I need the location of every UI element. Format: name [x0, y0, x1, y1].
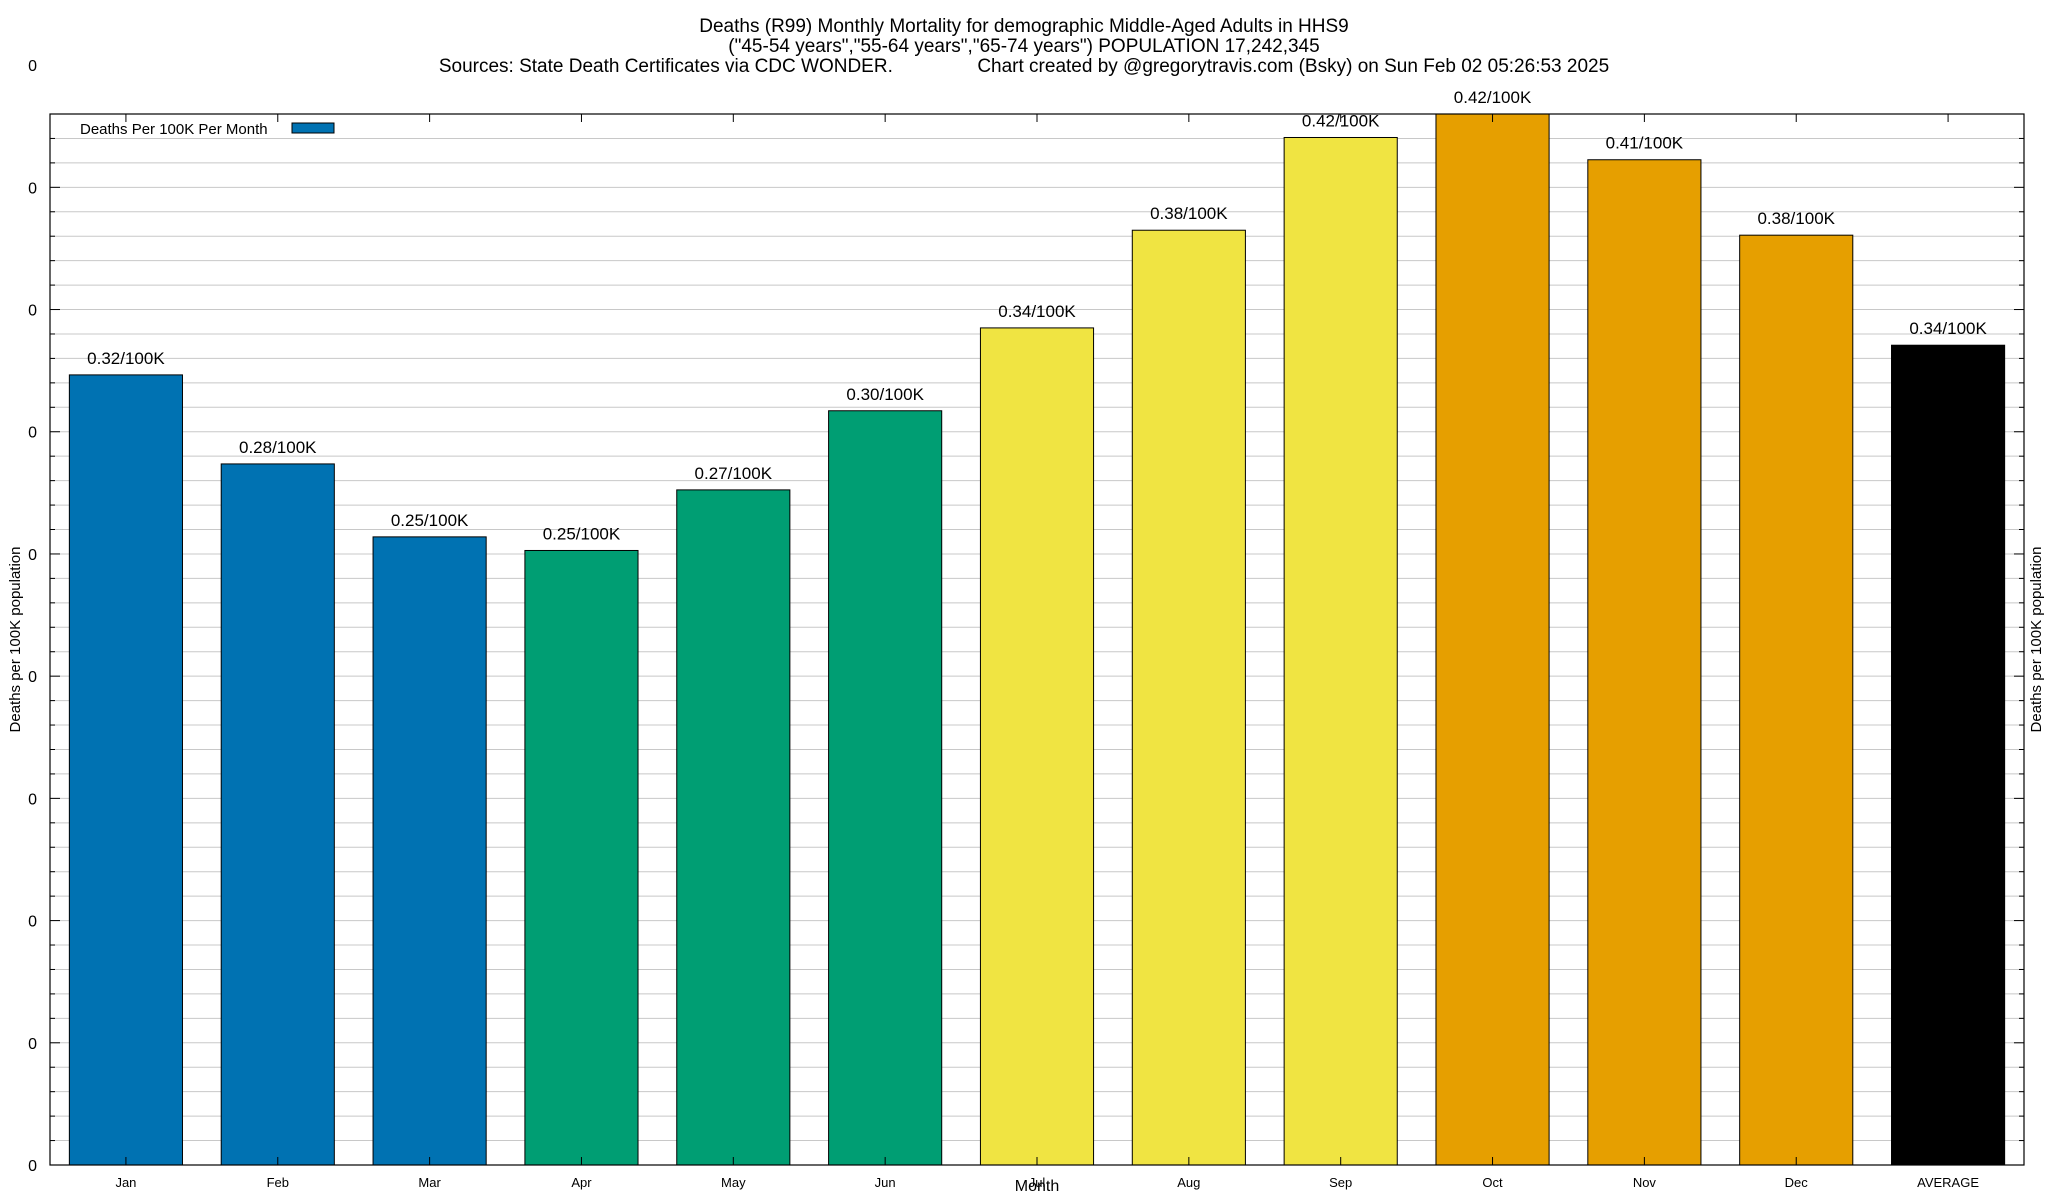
title-line: ("45-54 years","55-64 years","65-74 year… — [728, 36, 1319, 57]
y-tick-labels: 0 0 0 0 0 0 0 0 0 0 — [28, 58, 37, 1175]
x-tick-label: Sep — [1329, 1175, 1352, 1190]
x-axis-label: Month — [1015, 1178, 1059, 1195]
bar-average — [1891, 344, 2006, 1166]
bar-sep — [1283, 136, 1398, 1166]
bar-value-label: 0.25/100K — [391, 511, 469, 530]
x-tick-labels: Jan Feb Mar Apr May Jun Jul Aug Sep Oct Nov Dec AVER… — [115, 1175, 1979, 1190]
title-line: Deaths (R99) Monthly Mortality for demog… — [699, 16, 1348, 37]
bar-feb — [220, 463, 335, 1166]
bar-value-label: 0.42/100K — [1302, 111, 1380, 130]
y-tick-label: 0 — [28, 791, 37, 808]
bar-value-label: 0.42/100K — [1454, 88, 1532, 107]
y-tick-label: 0 — [28, 547, 37, 564]
chart-title: Deaths (R99) Monthly Mortality for demog… — [439, 16, 1609, 77]
x-tick-label: Nov — [1633, 1175, 1657, 1190]
y-axis-label: Deaths per 100K population — [7, 547, 24, 733]
bar-value-label: 0.32/100K — [87, 349, 165, 368]
bar-value-label: 0.38/100K — [1757, 209, 1835, 228]
y-tick-label: 0 — [28, 58, 37, 75]
bar-value-label: 0.34/100K — [1909, 319, 1987, 338]
bar-oct — [1435, 113, 1550, 1166]
bar-value-label: 0.25/100K — [543, 524, 621, 543]
y-tick-label: 0 — [28, 1036, 37, 1053]
bar-value-label: 0.38/100K — [1150, 204, 1228, 223]
x-tick-label: Jul — [1029, 1175, 1046, 1190]
x-tick-label: Feb — [267, 1175, 289, 1190]
x-tick-label: Dec — [1785, 1175, 1809, 1190]
title-line: Sources: State Death Certificates via CD… — [439, 56, 1609, 77]
bar-jan — [68, 374, 183, 1166]
y-tick-label: 0 — [28, 914, 37, 931]
x-tick-label: Aug — [1177, 1175, 1200, 1190]
bar-value-label: 0.34/100K — [998, 302, 1076, 321]
y-tick-label: 0 — [28, 180, 37, 197]
legend: Deaths Per 100K Per Month — [80, 121, 335, 138]
x-tick-label: Jan — [115, 1175, 136, 1190]
bar-mar — [372, 536, 487, 1166]
axis-ticks — [50, 113, 2024, 1166]
y-tick-label: 0 — [28, 425, 37, 442]
bar-value-labels: 0.32/100K 0.28/100K 0.25/100K 0.25/100K 0.27… — [87, 88, 1987, 543]
x-tick-label: Mar — [418, 1175, 441, 1190]
x-tick-label: AVERAGE — [1917, 1175, 1979, 1190]
y-tick-label: 0 — [28, 669, 37, 686]
x-tick-label: Jun — [875, 1175, 896, 1190]
y-tick-label: 0 — [28, 1158, 37, 1175]
bar-aug — [1131, 229, 1246, 1166]
bar-jul — [979, 327, 1095, 1166]
bar-nov — [1587, 159, 1702, 1166]
bars — [68, 113, 2006, 1166]
bar-jun — [828, 410, 943, 1166]
x-tick-label: Apr — [571, 1175, 592, 1190]
y-tick-label: 0 — [28, 303, 37, 320]
bar-value-label: 0.41/100K — [1606, 134, 1684, 153]
legend-label: Deaths Per 100K Per Month — [80, 121, 268, 138]
bar-may — [676, 489, 791, 1166]
bar-dec — [1739, 234, 1854, 1166]
bar-value-label: 0.28/100K — [239, 438, 317, 457]
x-tick-label: Oct — [1482, 1175, 1503, 1190]
y2-axis-label: Deaths per 100K population — [2028, 547, 2045, 733]
legend-swatch — [291, 122, 335, 134]
bar-apr — [524, 549, 639, 1166]
bar-value-label: 0.30/100K — [846, 385, 924, 404]
bar-value-label: 0.27/100K — [695, 464, 773, 483]
x-tick-label: May — [721, 1175, 746, 1190]
